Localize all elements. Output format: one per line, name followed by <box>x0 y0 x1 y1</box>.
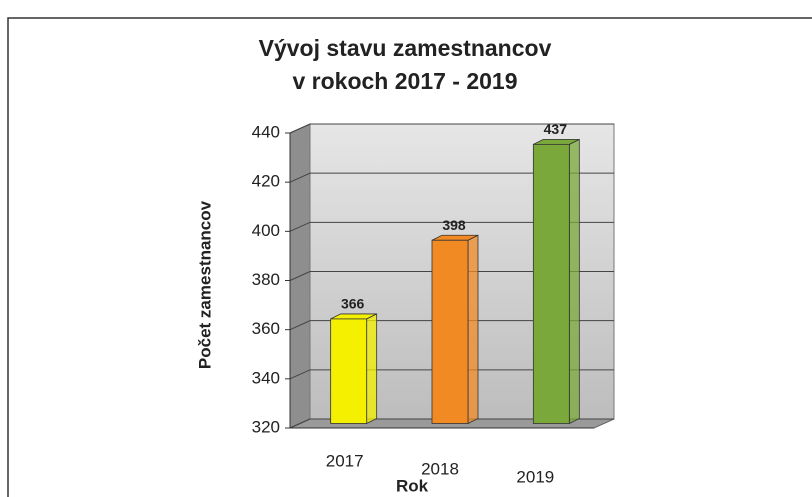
grid-line <box>289 123 614 134</box>
grid-line <box>289 271 614 281</box>
y-tick-label: 380 <box>252 270 280 289</box>
x-tick-label: 2018 <box>421 459 459 478</box>
grid-line <box>289 320 614 331</box>
grid-line <box>289 369 614 380</box>
y-tick-label: 420 <box>252 172 280 191</box>
y-tick-label: 320 <box>252 417 280 436</box>
bar-side <box>366 313 378 425</box>
bar <box>532 143 570 424</box>
y-tick-label: 340 <box>252 368 280 387</box>
x-tick-label: 2017 <box>326 451 364 470</box>
data-label: 437 <box>544 121 568 137</box>
frame <box>7 17 812 497</box>
y-tick-label: 440 <box>252 122 280 141</box>
chart-title: Vývoj stavu zamestnancov <box>259 35 552 61</box>
grid-line <box>289 221 614 232</box>
data-label: 398 <box>442 217 466 233</box>
bar <box>431 239 469 424</box>
y-tick-label: 360 <box>252 319 280 338</box>
x-axis-label: Rok <box>396 476 429 495</box>
bar <box>330 318 368 424</box>
y-tick-label: 400 <box>252 221 280 240</box>
bar-side <box>467 234 479 425</box>
chart-title: v rokoch 2017 - 2019 <box>292 68 517 94</box>
grid-line <box>289 418 614 429</box>
y-axis-label: Počet zamestnancov <box>195 200 214 369</box>
data-label: 366 <box>341 296 365 312</box>
x-tick-label: 2019 <box>516 467 554 486</box>
grid-line <box>289 172 614 183</box>
bar-side <box>568 138 580 425</box>
